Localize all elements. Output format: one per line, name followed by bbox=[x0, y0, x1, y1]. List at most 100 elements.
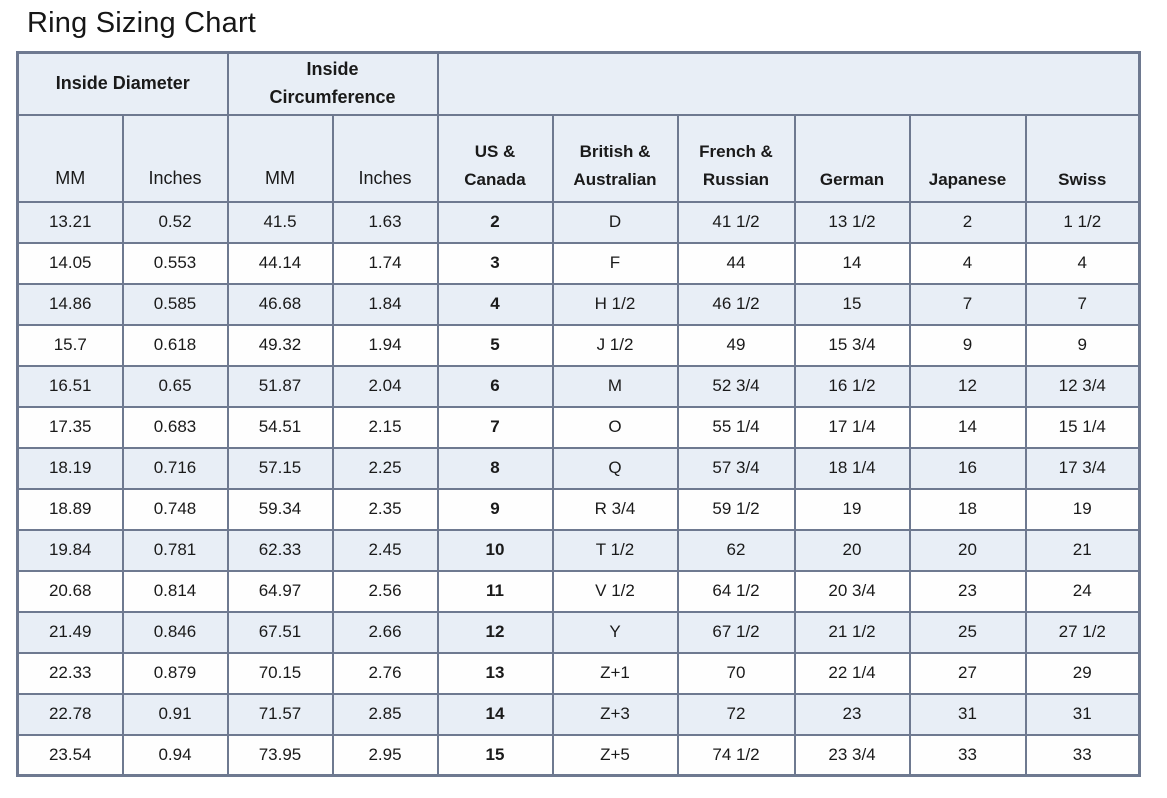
table-cell: 44.14 bbox=[226, 241, 334, 285]
table-cell: 18 bbox=[908, 487, 1027, 531]
table-cell: 21 1/2 bbox=[793, 610, 911, 654]
table-cell: 22 1/4 bbox=[793, 651, 911, 695]
table-cell: 0.52 bbox=[121, 200, 229, 244]
table-cell: 74 1/2 bbox=[676, 733, 796, 777]
table-cell: 0.585 bbox=[121, 282, 229, 326]
table-cell: 57 3/4 bbox=[676, 446, 796, 490]
table-row: 14.05 0.553 44.14 1.74 3 F 44 14 4 4 bbox=[16, 241, 1141, 285]
table-cell: 1 1/2 bbox=[1024, 200, 1141, 244]
table-cell: 20 bbox=[793, 528, 911, 572]
table-cell: 59 1/2 bbox=[676, 487, 796, 531]
table-cell: 27 1/2 bbox=[1024, 610, 1141, 654]
column-header-row: MM Inches MM Inches US & Canada British & Aus… bbox=[16, 113, 1141, 203]
table-cell: Z+3 bbox=[551, 692, 679, 736]
column-header-mm: MM bbox=[16, 113, 124, 203]
group-header-inside-circumference: Inside Circumference bbox=[226, 51, 439, 116]
table-cell: 62 bbox=[676, 528, 796, 572]
table-cell: 12 3/4 bbox=[1024, 364, 1141, 408]
table-cell: 24 bbox=[1024, 569, 1141, 613]
table-cell: H 1/2 bbox=[551, 282, 679, 326]
column-header-french-russian: French & Russian bbox=[676, 113, 796, 203]
table-cell: 0.618 bbox=[121, 323, 229, 367]
table-cell: 1.84 bbox=[331, 282, 439, 326]
table-cell: 0.716 bbox=[121, 446, 229, 490]
group-header-spacer bbox=[436, 51, 1141, 116]
table-cell: 2.15 bbox=[331, 405, 439, 449]
table-cell: 57.15 bbox=[226, 446, 334, 490]
table-cell: 11 bbox=[436, 569, 554, 613]
table-cell: 44 bbox=[676, 241, 796, 285]
table-cell: 8 bbox=[436, 446, 554, 490]
table-cell: 18.89 bbox=[16, 487, 124, 531]
table-cell: 15 bbox=[436, 733, 554, 777]
table-cell: 14.86 bbox=[16, 282, 124, 326]
table-cell: 0.683 bbox=[121, 405, 229, 449]
group-header-inside-diameter: Inside Diameter bbox=[16, 51, 229, 116]
table-cell: 70.15 bbox=[226, 651, 334, 695]
table-cell: 31 bbox=[908, 692, 1027, 736]
table-cell: 2.76 bbox=[331, 651, 439, 695]
table-cell: Y bbox=[551, 610, 679, 654]
table-cell: 12 bbox=[908, 364, 1027, 408]
table-row: 18.89 0.748 59.34 2.35 9 R 3/4 59 1/2 19 18 19 bbox=[16, 487, 1141, 531]
table-row: 18.19 0.716 57.15 2.25 8 Q 57 3/4 18 1/4 16 17 3/… bbox=[16, 446, 1141, 490]
table-cell: 16 1/2 bbox=[793, 364, 911, 408]
table-cell: 27 bbox=[908, 651, 1027, 695]
table-row: 21.49 0.846 67.51 2.66 12 Y 67 1/2 21 1/2 25 27 1… bbox=[16, 610, 1141, 654]
table-cell: 0.748 bbox=[121, 487, 229, 531]
table-cell: 49 bbox=[676, 323, 796, 367]
table-cell: 7 bbox=[908, 282, 1027, 326]
table-cell: 17 3/4 bbox=[1024, 446, 1141, 490]
table-cell: 4 bbox=[1024, 241, 1141, 285]
table-cell: 59.34 bbox=[226, 487, 334, 531]
table-cell: T 1/2 bbox=[551, 528, 679, 572]
table-cell: 49.32 bbox=[226, 323, 334, 367]
table-cell: 17 1/4 bbox=[793, 405, 911, 449]
table-cell: M bbox=[551, 364, 679, 408]
table-cell: 13 1/2 bbox=[793, 200, 911, 244]
table-cell: 2.56 bbox=[331, 569, 439, 613]
table-cell: 41.5 bbox=[226, 200, 334, 244]
table-cell: 2.95 bbox=[331, 733, 439, 777]
table-row: 16.51 0.65 51.87 2.04 6 M 52 3/4 16 1/2 12 12 3/4 bbox=[16, 364, 1141, 408]
table-cell: 9 bbox=[908, 323, 1027, 367]
table-cell: 33 bbox=[908, 733, 1027, 777]
table-cell: J 1/2 bbox=[551, 323, 679, 367]
column-header-mm: MM bbox=[226, 113, 334, 203]
table-cell: 0.846 bbox=[121, 610, 229, 654]
table-cell: 10 bbox=[436, 528, 554, 572]
table-cell: 6 bbox=[436, 364, 554, 408]
table-cell: 13.21 bbox=[16, 200, 124, 244]
table-row: 22.78 0.91 71.57 2.85 14 Z+3 72 23 31 31 bbox=[16, 692, 1141, 736]
column-header-swiss: Swiss bbox=[1024, 113, 1141, 203]
table-cell: 51.87 bbox=[226, 364, 334, 408]
table-cell: Z+1 bbox=[551, 651, 679, 695]
table-cell: V 1/2 bbox=[551, 569, 679, 613]
table-cell: 2.45 bbox=[331, 528, 439, 572]
table-cell: 23 bbox=[793, 692, 911, 736]
table-row: 22.33 0.879 70.15 2.76 13 Z+1 70 22 1/4 27 29 bbox=[16, 651, 1141, 695]
table-cell: 15 1/4 bbox=[1024, 405, 1141, 449]
table-cell: 20 bbox=[908, 528, 1027, 572]
table-row: 14.86 0.585 46.68 1.84 4 H 1/2 46 1/2 15 7 7 bbox=[16, 282, 1141, 326]
table-cell: 2.85 bbox=[331, 692, 439, 736]
table-cell: 19 bbox=[793, 487, 911, 531]
table-cell: 18.19 bbox=[16, 446, 124, 490]
table-header: Inside Diameter Inside Circumference MM In… bbox=[16, 51, 1141, 203]
table-cell: 0.65 bbox=[121, 364, 229, 408]
table-cell: 0.94 bbox=[121, 733, 229, 777]
table-cell: 16 bbox=[908, 446, 1027, 490]
table-cell: 4 bbox=[436, 282, 554, 326]
table-cell: 2.04 bbox=[331, 364, 439, 408]
table-cell: 67 1/2 bbox=[676, 610, 796, 654]
table-cell: 7 bbox=[436, 405, 554, 449]
table-cell: 19.84 bbox=[16, 528, 124, 572]
table-cell: 14 bbox=[793, 241, 911, 285]
table-cell: 23.54 bbox=[16, 733, 124, 777]
table-cell: 19 bbox=[1024, 487, 1141, 531]
table-row: 17.35 0.683 54.51 2.15 7 O 55 1/4 17 1/4 14 15 1/… bbox=[16, 405, 1141, 449]
table-cell: 0.814 bbox=[121, 569, 229, 613]
table-cell: F bbox=[551, 241, 679, 285]
table-cell: 0.879 bbox=[121, 651, 229, 695]
